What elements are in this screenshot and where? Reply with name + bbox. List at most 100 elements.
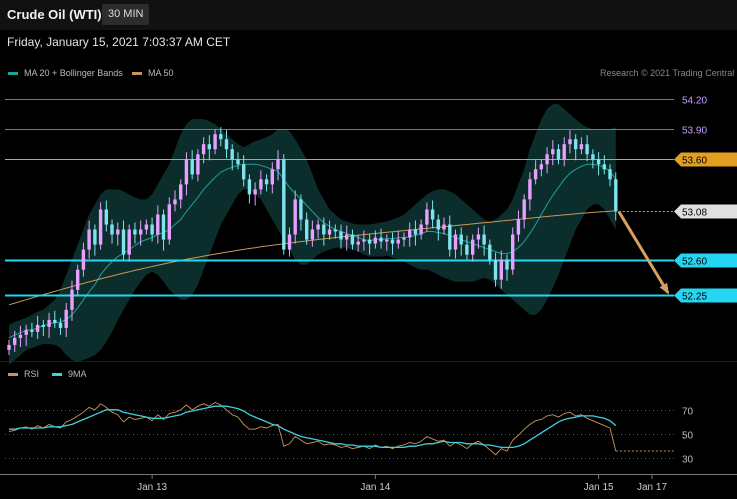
candle-body [24,329,28,335]
candle-body [53,319,57,323]
candle-body [299,199,303,220]
candle-body [81,249,86,270]
candle-body [442,224,446,230]
candle-body [282,159,286,250]
candle-body [242,164,246,180]
candle-body [522,199,526,220]
candle-body [585,144,589,155]
candle-body [430,209,435,220]
candle-body [614,179,618,212]
candle-body [30,329,34,332]
candle-body [98,209,103,245]
candle-body [87,229,91,250]
candle-body [402,237,406,240]
x-tick-label-1: Jan 14 [360,482,390,493]
candle-body [64,309,68,328]
candle-body [93,229,97,245]
candle-body [356,241,360,245]
candle-body [591,154,595,160]
candle-body [144,224,149,230]
x-tick-label-0: Jan 13 [137,482,167,493]
instrument-title: Crude Oil (WTI) [7,7,102,22]
candle-body [305,219,309,240]
level-label-3: 52.60 [682,257,707,268]
candle-body [533,169,538,180]
candle-body [562,144,566,160]
legend-ma50-label: MA 50 [148,68,174,78]
candle-body [602,164,606,170]
current-price-tag [674,204,737,219]
candle-body [121,229,126,255]
candle-body [230,149,234,160]
candle-body [608,169,612,180]
candle-body [150,224,154,235]
candle-body [190,159,194,175]
candle-body [213,134,217,150]
candle-body [493,259,498,280]
rsi-series-0 [8,401,617,456]
x-tick-label-3: Jan 17 [637,482,667,493]
legend-ma20-label: MA 20 + Bollinger Bands [24,68,123,78]
candle-body [448,224,452,250]
candle-body [390,239,395,244]
candle-body [579,144,584,150]
candle-body [247,179,252,195]
header-bar: Crude Oil (WTI) 30 MIN [0,0,737,30]
candle-body [293,199,297,235]
candle-body [385,239,389,242]
candle-body [184,159,189,185]
legend-ma50: MA 50 [132,68,174,78]
candle-body [551,149,555,155]
level-label-1: 53.90 [682,126,707,137]
candle-body [41,324,45,327]
candle-body [459,234,463,245]
candle-body [179,184,183,200]
candle-body [264,179,269,185]
candle-body [139,229,143,235]
candle-body [425,209,429,225]
candle-body [528,179,532,200]
candle-body [379,237,383,242]
candle-body [35,324,40,332]
candle-body [7,344,11,350]
candle-body [419,224,423,235]
candle-body [173,199,177,205]
level-tag-2 [674,152,737,167]
candle-body [18,334,23,338]
legend-ma20: MA 20 + Bollinger Bands [8,68,123,78]
candle-body [276,159,280,170]
candle-body [161,214,166,240]
forecast-arrow-head [659,282,669,295]
research-credit: Research © 2021 Trading Central [600,68,735,78]
candle-body [287,234,292,250]
rsi-series-1 [9,405,617,449]
timeframe-button[interactable]: 30 MIN [102,4,150,25]
level-label-4: 52.25 [682,292,707,303]
ma9-swatch [52,372,62,376]
timestamp: Friday, January 15, 2021 7:03:37 AM CET [7,35,231,49]
candle-body [453,234,458,250]
candle-body [511,234,515,270]
candle-body [362,239,366,242]
candle-body [367,239,372,244]
candle-body [196,154,200,175]
rsi-tick-70: 70 [682,407,694,418]
candle-body [224,139,229,150]
candle-body [133,229,137,235]
candle-body [408,229,412,238]
candle-body [156,214,160,235]
candle-body [436,219,440,230]
current-price-label: 53.08 [682,208,707,219]
candle-body [201,144,206,155]
candle-body [596,159,601,165]
candle-body [219,134,223,140]
legend-rsi-label: RSI [24,369,40,379]
candle-body [58,322,63,328]
candle-body [310,229,315,240]
candle-body [236,159,240,165]
candle-body [316,224,320,230]
candle-body [488,244,492,260]
forecast-arrow-line [617,210,670,294]
candle-body [396,239,400,244]
